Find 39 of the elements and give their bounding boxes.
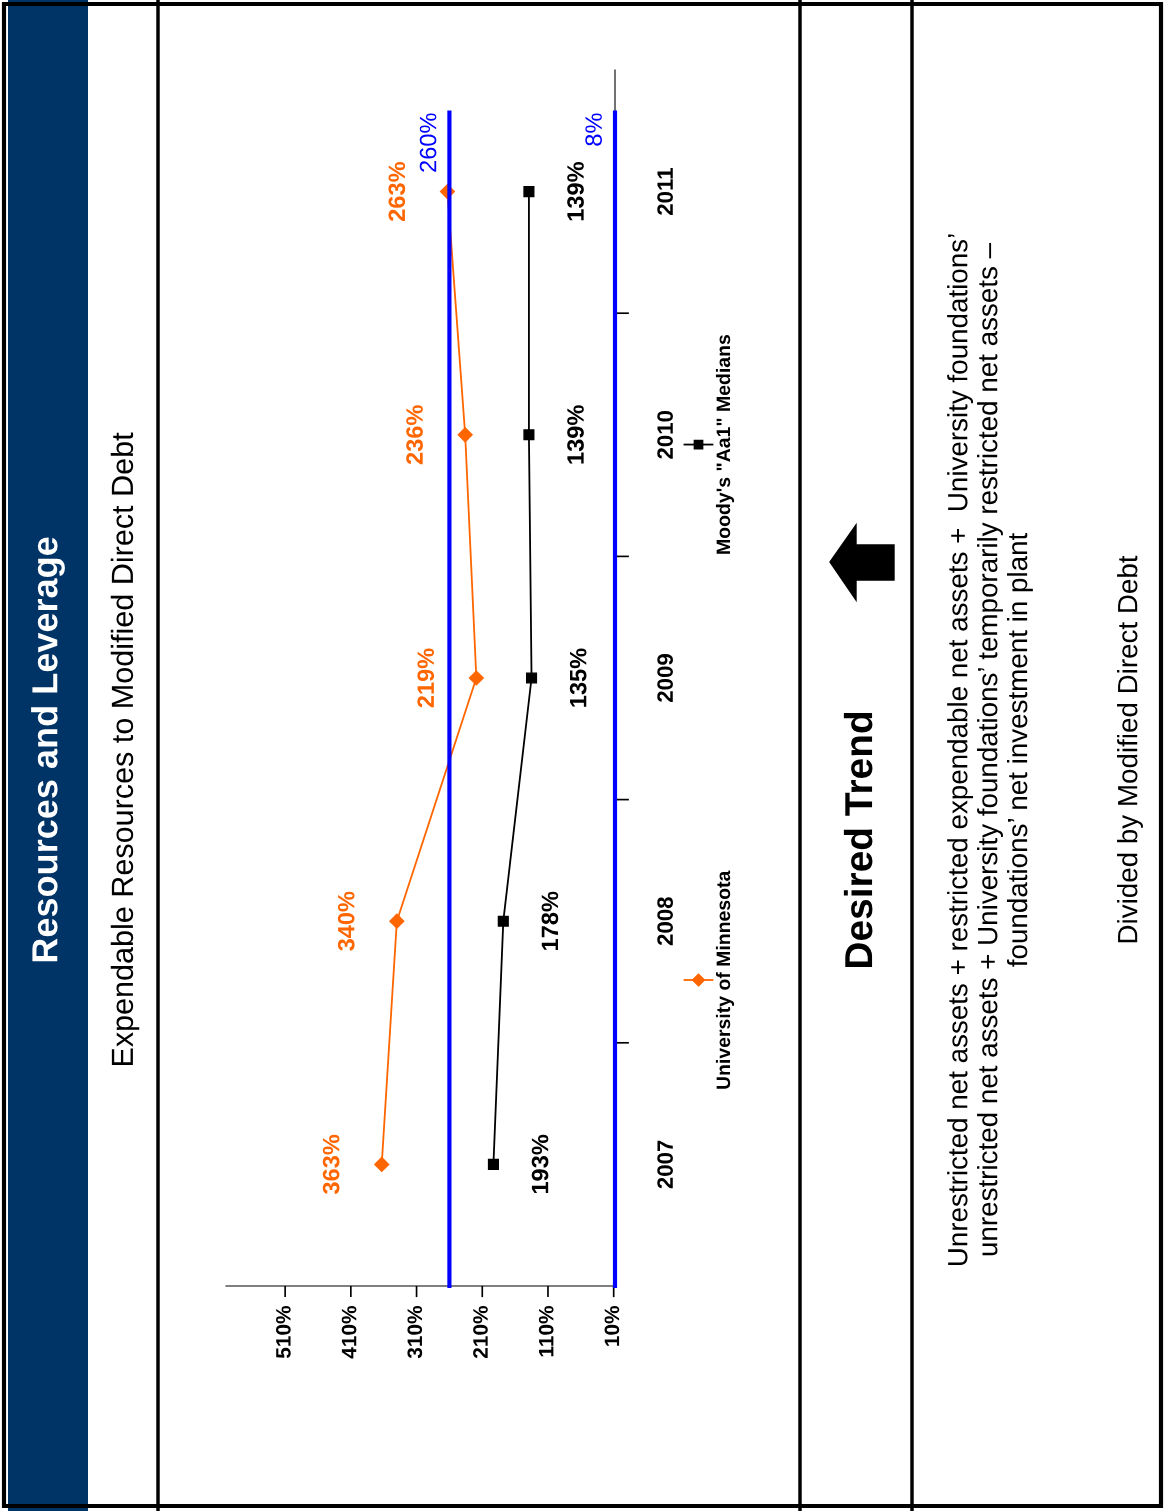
x-tick-label: 10% xyxy=(604,1305,620,1346)
y-tick-label: 2008 xyxy=(657,897,673,946)
point xyxy=(457,427,473,443)
x-tick-label: 410% xyxy=(341,1305,357,1359)
text: 135% xyxy=(569,648,587,707)
y-tick-label: 2011 xyxy=(657,168,673,215)
y-tick-label: 2009 xyxy=(657,654,673,702)
legend-label: Moody's "Aa1" Medians xyxy=(715,335,735,554)
text: 193% xyxy=(531,1134,549,1194)
text: Divided by Modified Direct Debt xyxy=(1117,555,1143,943)
point xyxy=(487,1158,499,1170)
x-tick-label: 110% xyxy=(538,1305,554,1357)
point xyxy=(497,915,509,927)
ref-line-label: 260% xyxy=(419,113,437,172)
point xyxy=(523,429,535,441)
text: Resources and Leverage xyxy=(31,537,65,962)
text: 219% xyxy=(417,648,435,708)
text: 178% xyxy=(541,891,559,950)
text: 236% xyxy=(406,405,423,465)
y-tick-label: 2010 xyxy=(657,410,673,459)
text: 340% xyxy=(337,891,355,951)
text: 363% xyxy=(322,1134,340,1195)
text: 139% xyxy=(567,405,584,464)
legend-label: University of Minnesota xyxy=(715,870,735,1089)
text: Desired Trend xyxy=(843,712,873,968)
x-tick-label: 510% xyxy=(275,1305,291,1359)
x-tick-label: 210% xyxy=(473,1305,488,1358)
ref-line-label: 8% xyxy=(585,113,602,146)
point xyxy=(523,186,535,198)
point xyxy=(468,670,484,686)
point xyxy=(525,672,538,684)
point xyxy=(389,913,405,929)
x-tick-label: 310% xyxy=(407,1305,423,1359)
text: 263% xyxy=(388,162,406,221)
text: Unrestricted net assets + restricted expendable net assets + University foundations’ unrestricted net assets + University foundations’ temporarily restricted net assets – foundations’ net investment in plant xyxy=(947,234,1033,1266)
text: Expendable Resources to Modified Direct Debt xyxy=(110,432,140,1066)
y-tick-label: 2007 xyxy=(657,1140,673,1189)
text: 139% xyxy=(567,162,584,221)
point xyxy=(374,1156,390,1172)
